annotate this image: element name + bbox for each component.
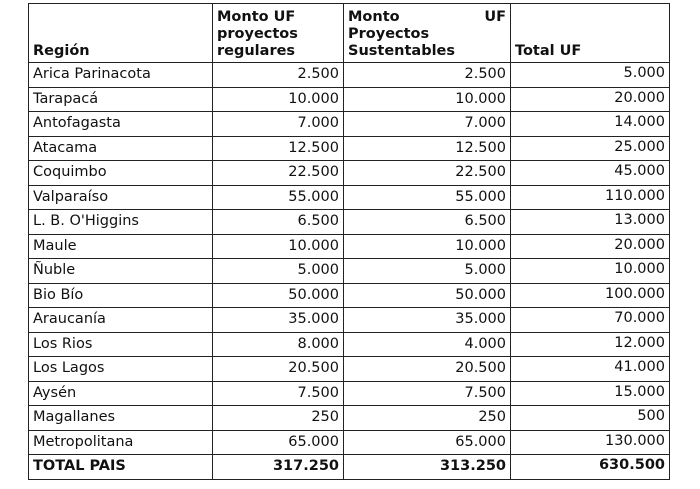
cell-total: 15.000 <box>510 380 670 406</box>
header-row: Región Monto UF proyectos regulares Mont… <box>28 3 670 63</box>
cell-sustainable: 22.500 <box>343 160 511 186</box>
cell-sustainable: 6.500 <box>343 209 511 235</box>
cell-regular: 8.000 <box>212 331 344 357</box>
cell-total: 10.000 <box>510 258 670 284</box>
table-row: Araucanía 35.000 35.000 70.000 <box>28 307 670 333</box>
total-row: TOTAL PAIS 317.250 313.250 630.500 <box>28 454 670 480</box>
cell-total: 5.000 <box>510 62 670 88</box>
table-row: Metropolitana 65.000 65.000 130.000 <box>28 429 670 455</box>
cell-total: 110.000 <box>510 184 670 210</box>
table-row: Arica Parinacota 2.500 2.500 5.000 <box>28 62 670 88</box>
header-region: Región <box>28 3 213 63</box>
cell-total: 14.000 <box>510 111 670 137</box>
cell-region: Magallanes <box>28 405 213 431</box>
header-regular-line: Monto UF <box>217 9 296 25</box>
cell-region: Atacama <box>28 135 213 161</box>
cell-region: Bio Bío <box>28 282 213 308</box>
cell-sustainable: 4.000 <box>343 331 511 357</box>
cell-regular: 7.000 <box>212 111 344 137</box>
cell-total: 70.000 <box>510 307 670 333</box>
cell-region: TOTAL PAIS <box>28 454 213 480</box>
table-row: Tarapacá 10.000 10.000 20.000 <box>28 86 670 112</box>
cell-sustainable: 7.000 <box>343 111 511 137</box>
funding-table: Región Monto UF proyectos regulares Mont… <box>28 3 670 480</box>
cell-region: Araucanía <box>28 307 213 333</box>
table-row: Los Lagos 20.500 20.500 41.000 <box>28 356 670 382</box>
cell-region: Coquimbo <box>28 160 213 186</box>
table-row: Coquimbo 22.500 22.500 45.000 <box>28 160 670 186</box>
cell-regular: 250 <box>212 405 344 431</box>
table-row: Los Rios 8.000 4.000 12.000 <box>28 331 670 357</box>
table-row: Maule 10.000 10.000 20.000 <box>28 233 670 259</box>
cell-regular: 5.000 <box>212 258 344 284</box>
cell-regular: 2.500 <box>212 62 344 88</box>
cell-total: 630.500 <box>510 454 670 480</box>
cell-region: L. B. O'Higgins <box>28 209 213 235</box>
cell-regular: 7.500 <box>212 380 344 406</box>
cell-regular: 50.000 <box>212 282 344 308</box>
table-row: Atacama 12.500 12.500 25.000 <box>28 135 670 161</box>
cell-regular: 10.000 <box>212 233 344 259</box>
cell-sustainable: 250 <box>343 405 511 431</box>
cell-total: 45.000 <box>510 160 670 186</box>
header-regular: Monto UF proyectos regulares <box>212 3 344 63</box>
cell-sustainable: 20.500 <box>343 356 511 382</box>
cell-total: 20.000 <box>510 233 670 259</box>
cell-region: Maule <box>28 233 213 259</box>
cell-sustainable: 12.500 <box>343 135 511 161</box>
cell-total: 500 <box>510 405 670 431</box>
cell-sustainable: 10.000 <box>343 233 511 259</box>
cell-sustainable: 55.000 <box>343 184 511 210</box>
cell-sustainable: 2.500 <box>343 62 511 88</box>
cell-region: Ñuble <box>28 258 213 284</box>
table-row: Aysén 7.500 7.500 15.000 <box>28 380 670 406</box>
header-regular-line: proyectos <box>217 26 298 42</box>
table-row: Ñuble 5.000 5.000 10.000 <box>28 258 670 284</box>
cell-total: 130.000 <box>510 429 670 455</box>
cell-total: 12.000 <box>510 331 670 357</box>
cell-regular: 10.000 <box>212 86 344 112</box>
cell-regular: 6.500 <box>212 209 344 235</box>
cell-sustainable: 313.250 <box>343 454 511 480</box>
cell-total: 41.000 <box>510 356 670 382</box>
cell-total: 13.000 <box>510 209 670 235</box>
cell-regular: 317.250 <box>212 454 344 480</box>
cell-region: Los Rios <box>28 331 213 357</box>
table-row: L. B. O'Higgins 6.500 6.500 13.000 <box>28 209 670 235</box>
cell-region: Tarapacá <box>28 86 213 112</box>
cell-sustainable: 65.000 <box>343 429 511 455</box>
cell-regular: 20.500 <box>212 356 344 382</box>
table-row: Antofagasta 7.000 7.000 14.000 <box>28 111 670 137</box>
table-row: Bio Bío 50.000 50.000 100.000 <box>28 282 670 308</box>
cell-total: 25.000 <box>510 135 670 161</box>
table-row: Valparaíso 55.000 55.000 110.000 <box>28 184 670 210</box>
header-sustainable-line: Proyectos <box>348 26 430 42</box>
header-total: Total UF <box>510 3 670 63</box>
cell-total: 20.000 <box>510 86 670 112</box>
header-sustainable: Monto UF Proyectos Sustentables <box>343 3 511 63</box>
cell-regular: 55.000 <box>212 184 344 210</box>
header-sustainable-line: Sustentables <box>348 43 456 59</box>
header-word: UF <box>484 9 506 25</box>
header-word: Monto <box>348 9 400 25</box>
cell-regular: 12.500 <box>212 135 344 161</box>
cell-region: Arica Parinacota <box>28 62 213 88</box>
cell-region: Antofagasta <box>28 111 213 137</box>
cell-regular: 65.000 <box>212 429 344 455</box>
cell-region: Metropolitana <box>28 429 213 455</box>
cell-regular: 35.000 <box>212 307 344 333</box>
cell-sustainable: 7.500 <box>343 380 511 406</box>
cell-regular: 22.500 <box>212 160 344 186</box>
cell-total: 100.000 <box>510 282 670 308</box>
cell-sustainable: 10.000 <box>343 86 511 112</box>
cell-sustainable: 35.000 <box>343 307 511 333</box>
header-sustainable-line: Monto UF <box>348 9 506 26</box>
cell-region: Aysén <box>28 380 213 406</box>
cell-region: Valparaíso <box>28 184 213 210</box>
table-row: Magallanes 250 250 500 <box>28 405 670 431</box>
cell-region: Los Lagos <box>28 356 213 382</box>
header-regular-line: regulares <box>217 43 296 59</box>
cell-sustainable: 5.000 <box>343 258 511 284</box>
cell-sustainable: 50.000 <box>343 282 511 308</box>
